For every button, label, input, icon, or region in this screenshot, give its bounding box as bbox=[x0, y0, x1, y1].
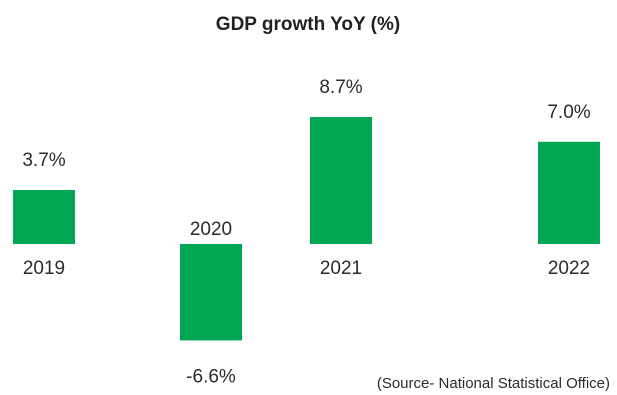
bar-2022 bbox=[538, 141, 600, 244]
category-label-2019: 2019 bbox=[23, 258, 65, 279]
category-label-2020: 2020 bbox=[190, 219, 232, 240]
bar-2019 bbox=[13, 190, 75, 244]
value-label-2019: 3.7% bbox=[22, 150, 65, 171]
value-label-2020: -6.6% bbox=[186, 366, 236, 387]
category-label-2022: 2022 bbox=[548, 258, 590, 279]
category-label-2021: 2021 bbox=[320, 258, 362, 279]
bars-group: 3.7% 2019 -6.6% 2020 8.7% 2021 7.0% 2022 bbox=[13, 77, 600, 387]
value-label-2021: 8.7% bbox=[319, 77, 362, 98]
bar-2020 bbox=[180, 244, 242, 341]
bar-2021 bbox=[310, 117, 372, 244]
chart-title: GDP growth YoY (%) bbox=[216, 14, 400, 35]
source-note: (Source- National Statistical Office) bbox=[377, 375, 610, 392]
value-label-2022: 7.0% bbox=[547, 102, 590, 123]
